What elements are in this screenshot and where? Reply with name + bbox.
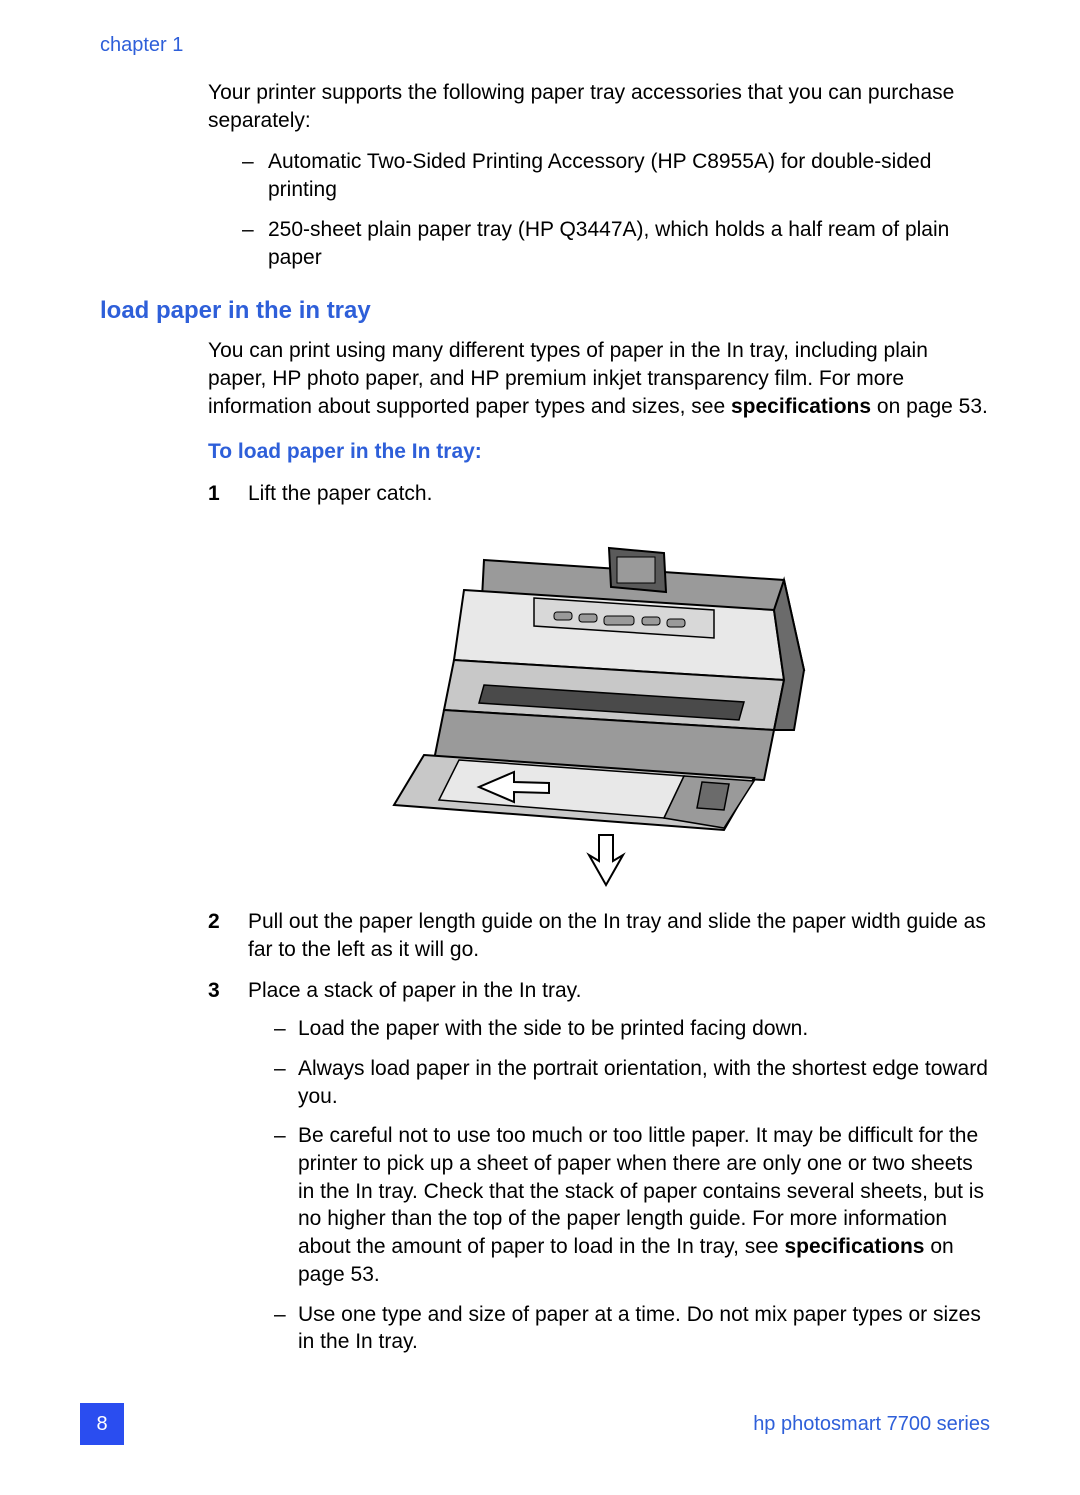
page-footer: 8 hp photosmart 7700 series [0, 1403, 1080, 1445]
step-2: 2 Pull out the paper length guide on the… [208, 908, 990, 963]
para-bold: specifications [731, 395, 871, 418]
step-text: Pull out the paper length guide on the I… [248, 910, 986, 961]
section-para: You can print using many different types… [208, 337, 990, 420]
manual-page: chapter 1 Your printer supports the foll… [0, 0, 1080, 1495]
accessory-list: Automatic Two-Sided Printing Accessory (… [208, 148, 990, 271]
chapter-label: chapter 1 [100, 34, 990, 57]
sub-item: Use one type and size of paper at a time… [274, 1301, 990, 1356]
sub-bold: specifications [784, 1235, 924, 1258]
step-text: Lift the paper catch. [248, 482, 432, 505]
printer-figure [248, 520, 990, 890]
step-text: Place a stack of paper in the In tray. [248, 979, 581, 1002]
section-body: You can print using many different types… [208, 337, 990, 1356]
sub-heading: To load paper in the In tray: [208, 438, 990, 466]
intro-block: Your printer supports the following pape… [208, 79, 990, 271]
para-post: on page 53. [871, 395, 988, 418]
printer-illustration-svg [384, 520, 854, 890]
sub-item: Load the paper with the side to be print… [274, 1015, 990, 1043]
section-heading: load paper in the in tray [100, 297, 990, 325]
step-1: 1 Lift the paper catch. [208, 480, 990, 890]
page-number: 8 [80, 1403, 124, 1445]
product-name: hp photosmart 7700 series [753, 1413, 990, 1436]
step-num: 1 [208, 480, 220, 508]
step-3-sublist: Load the paper with the side to be print… [248, 1015, 990, 1356]
intro-text: Your printer supports the following pape… [208, 79, 990, 134]
step-3: 3 Place a stack of paper in the In tray.… [208, 977, 990, 1356]
sub-item: Be careful not to use too much or too li… [274, 1122, 990, 1288]
sub-item: Always load paper in the portrait orient… [274, 1055, 990, 1110]
step-num: 3 [208, 977, 220, 1005]
accessory-item: Automatic Two-Sided Printing Accessory (… [242, 148, 990, 203]
step-num: 2 [208, 908, 220, 936]
steps-list: 1 Lift the paper catch. [208, 480, 990, 1356]
accessory-item: 250-sheet plain paper tray (HP Q3447A), … [242, 216, 990, 271]
